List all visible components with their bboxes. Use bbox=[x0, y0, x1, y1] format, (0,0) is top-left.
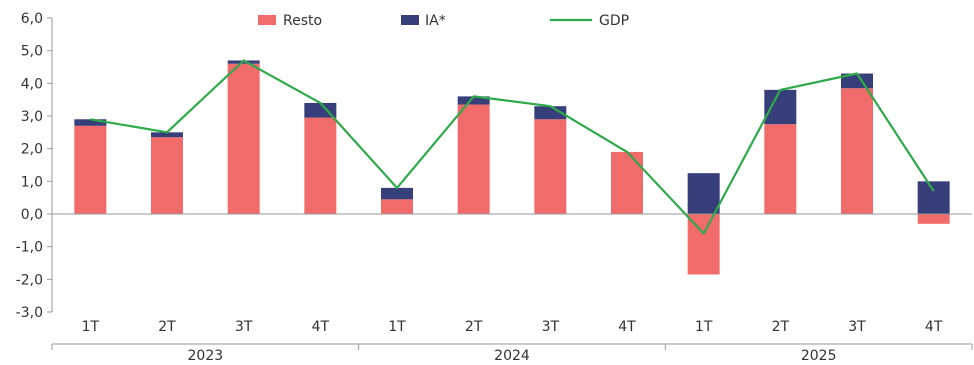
bar-ia-0 bbox=[74, 119, 107, 126]
bars bbox=[52, 60, 972, 275]
y-tick-label: 6,0 bbox=[21, 11, 43, 27]
bar-ia-11 bbox=[917, 181, 950, 214]
x-tick-label: 1T bbox=[695, 319, 713, 335]
legend-label: IA* bbox=[425, 13, 446, 29]
x-tick-label: 2T bbox=[465, 319, 483, 335]
x-tick-label: 4T bbox=[618, 319, 636, 335]
y-tick-label: 5,0 bbox=[21, 44, 43, 60]
legend-label: GDP bbox=[599, 13, 629, 29]
x-tick-label: 3T bbox=[542, 319, 560, 335]
year-label: 2025 bbox=[801, 348, 837, 364]
bar-ia-3 bbox=[304, 102, 337, 118]
x-tick-label: 2T bbox=[772, 319, 790, 335]
y-tick-label: 4,0 bbox=[21, 76, 43, 92]
x-tick-label: 1T bbox=[388, 319, 406, 335]
bar-resto-8 bbox=[687, 214, 720, 275]
y-tick-label: -2,0 bbox=[16, 272, 43, 288]
x-tick-label: 3T bbox=[235, 319, 253, 335]
x-tick-label: 2T bbox=[158, 319, 176, 335]
y-tick-label: -1,0 bbox=[16, 240, 43, 256]
x-tick-label: 4T bbox=[312, 319, 330, 335]
bar-ia-4 bbox=[381, 187, 413, 200]
bar-resto-7 bbox=[611, 151, 643, 214]
bar-resto-5 bbox=[457, 104, 490, 214]
bar-resto-9 bbox=[764, 124, 797, 214]
legend-swatch-ia bbox=[401, 15, 419, 25]
y-tick-label: 1,0 bbox=[21, 174, 43, 190]
bar-ia-9 bbox=[764, 89, 797, 125]
x-axis: 1T 2T 3T 4T 1T 2T 3T 4T 1T 2T 3T 4T 2023 2024 2025 bbox=[51, 319, 973, 364]
bar-ia-2 bbox=[227, 60, 260, 64]
y-axis: 6,0 5,0 4,0 3,0 2,0 1,0 0,0 -1,0 -2,0 -3,0 bbox=[16, 11, 53, 321]
bar-resto-11 bbox=[917, 214, 950, 224]
gdp-line bbox=[90, 59, 935, 235]
year-label: 2024 bbox=[494, 348, 530, 364]
y-tick-label: -3,0 bbox=[16, 305, 43, 321]
year-label: 2023 bbox=[188, 348, 224, 364]
y-tick-label: 3,0 bbox=[21, 109, 43, 125]
bar-resto-2 bbox=[227, 63, 260, 214]
bar-resto-4 bbox=[381, 199, 413, 214]
bar-resto-0 bbox=[74, 125, 107, 214]
legend: Resto IA* GDP bbox=[258, 13, 629, 29]
bar-ia-6 bbox=[534, 106, 567, 120]
y-tick-label: 2,0 bbox=[21, 142, 43, 158]
legend-swatch-resto bbox=[258, 15, 276, 25]
bar-ia-1 bbox=[151, 132, 183, 138]
x-tick-label: 1T bbox=[82, 319, 100, 335]
y-tick-label: 0,0 bbox=[21, 207, 43, 223]
bar-ia-5 bbox=[457, 96, 490, 105]
bar-resto-1 bbox=[151, 137, 183, 214]
bar-resto-10 bbox=[841, 88, 873, 214]
bar-resto-3 bbox=[304, 117, 337, 214]
x-tick-label: 3T bbox=[848, 319, 866, 335]
legend-label: Resto bbox=[283, 13, 322, 29]
gdp-line-group bbox=[90, 59, 935, 235]
bar-resto-6 bbox=[534, 119, 567, 214]
x-tick-label: 4T bbox=[925, 319, 943, 335]
bar-ia-8 bbox=[687, 173, 720, 214]
